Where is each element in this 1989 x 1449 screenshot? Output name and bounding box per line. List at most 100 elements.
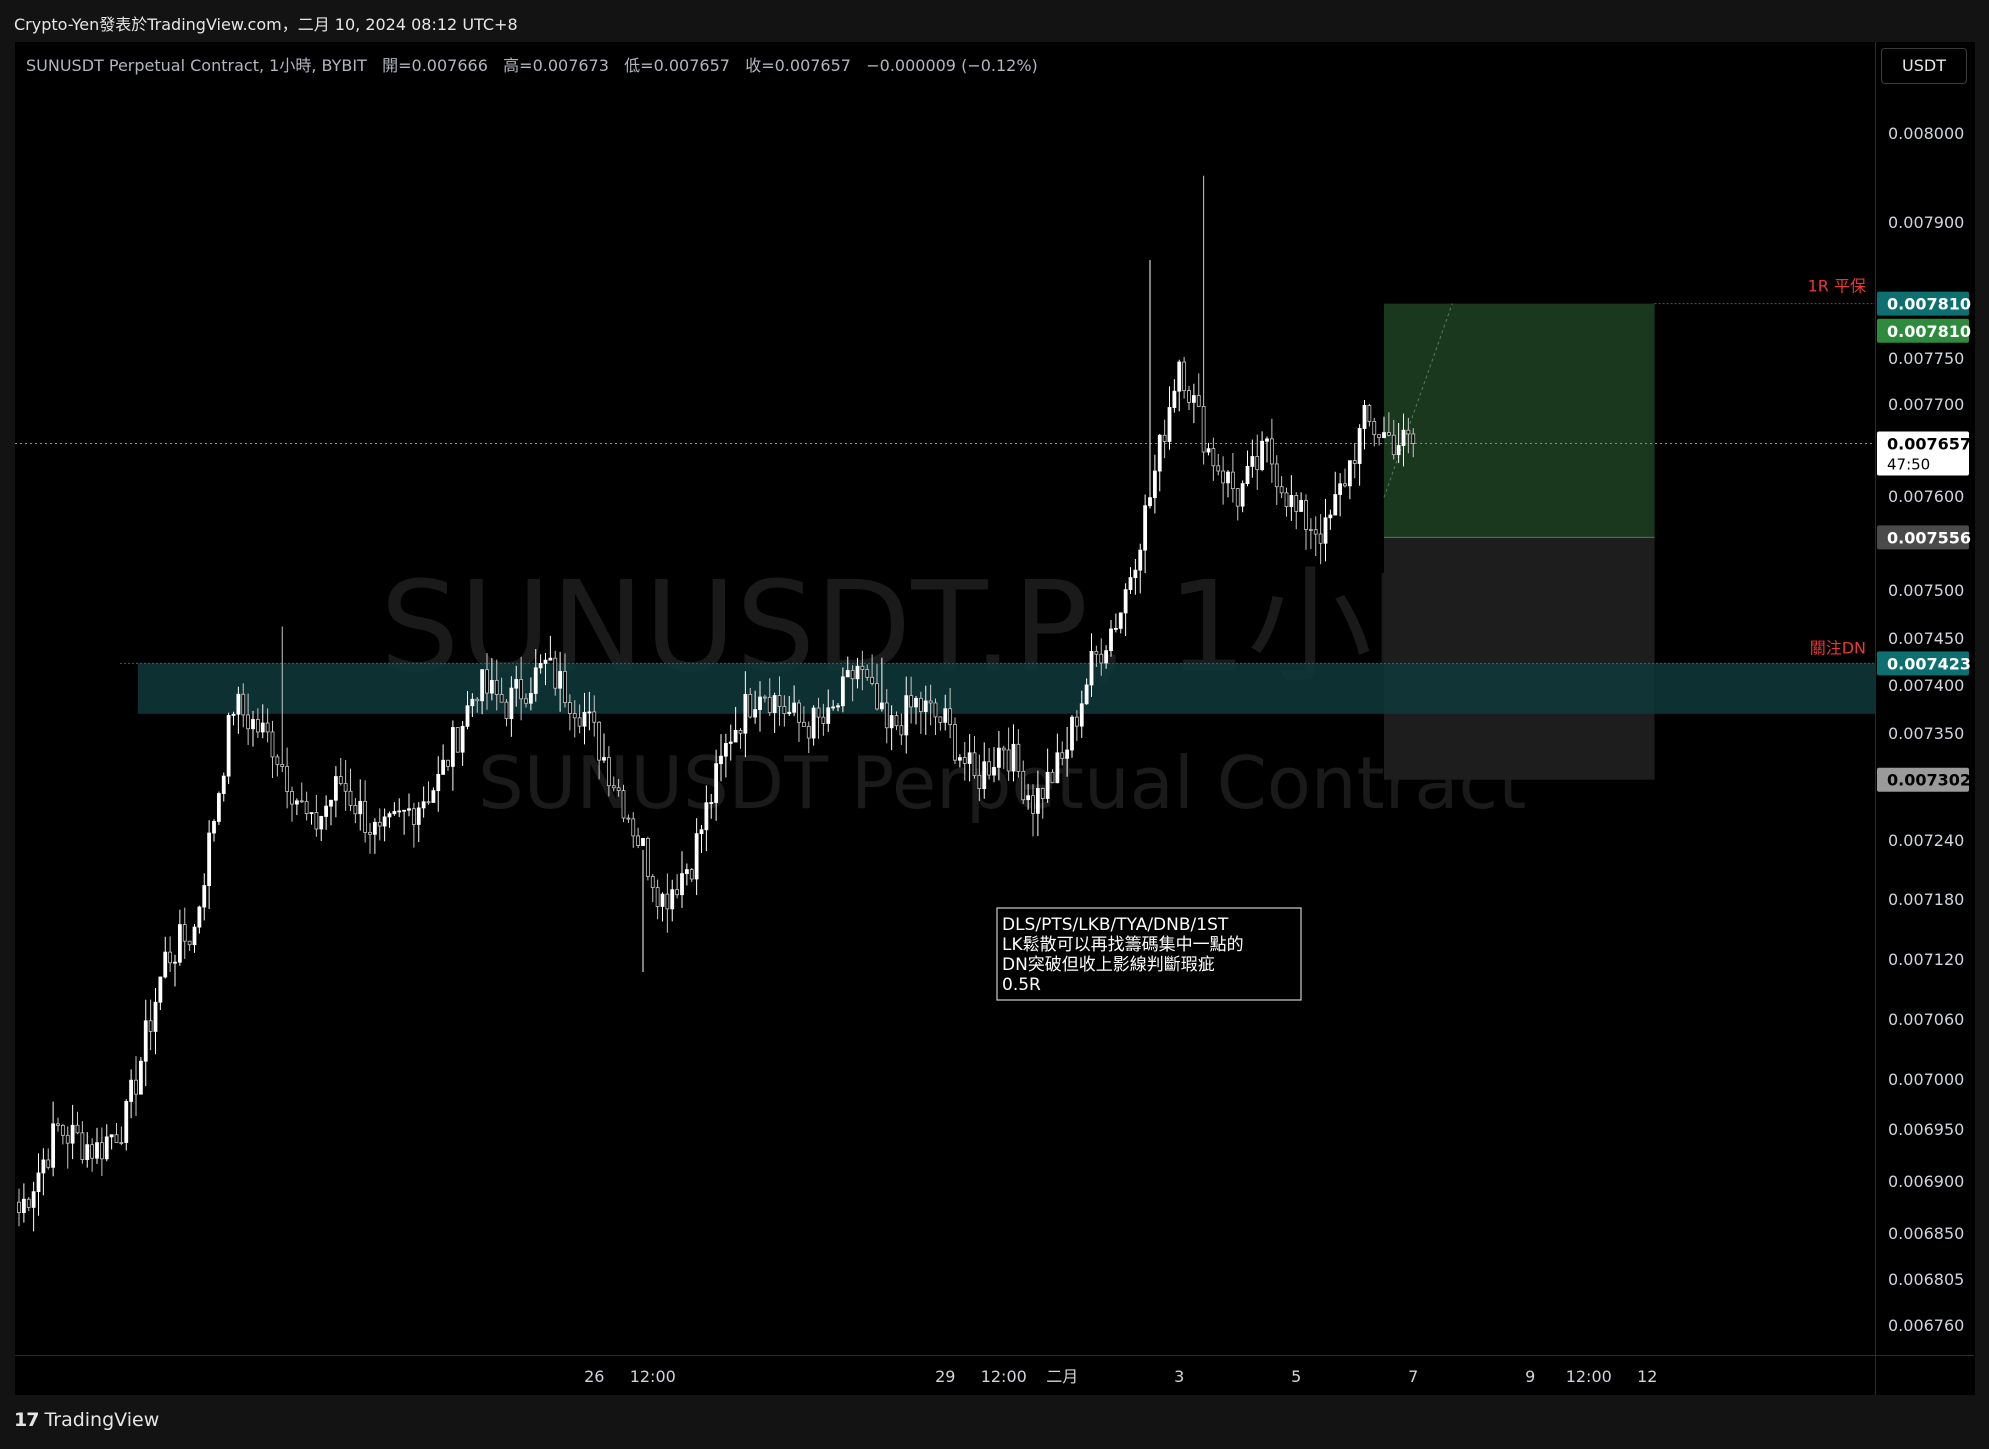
candle-body <box>840 676 845 707</box>
x-tick-label: 12:00 <box>1566 1367 1612 1386</box>
candle-body <box>450 727 455 767</box>
legend-high-label: 高= <box>503 56 533 75</box>
annotation-box[interactable] <box>996 907 1302 1001</box>
candle-body <box>207 832 212 886</box>
candle-body <box>436 774 441 792</box>
candle-body <box>538 663 543 669</box>
candle-body <box>1206 448 1211 453</box>
position-diagonal <box>1383 303 1453 498</box>
candle-body <box>1357 428 1362 464</box>
x-tick-label: 3 <box>1174 1367 1184 1386</box>
tradingview-logo[interactable]: 17 TradingView <box>14 1409 159 1431</box>
candle-body <box>489 680 494 694</box>
candle-body <box>1367 405 1372 422</box>
candle-body <box>431 790 436 803</box>
candle-body <box>1070 716 1074 751</box>
currency-button[interactable]: USDT <box>1881 48 1967 84</box>
candle-body <box>1406 429 1411 435</box>
candle-body <box>168 951 173 964</box>
candle-body <box>816 707 821 718</box>
candle-body <box>314 812 319 830</box>
candle-body <box>1065 749 1070 759</box>
legend-open: 0.007666 <box>411 56 488 75</box>
x-tick-label: 12:00 <box>630 1367 676 1386</box>
legend-high: 0.007673 <box>532 56 609 75</box>
candle-body <box>485 669 489 694</box>
price-scale[interactable] <box>1875 42 1975 1395</box>
candle-body <box>353 805 358 815</box>
candle-body <box>187 940 192 946</box>
candle-body <box>733 729 738 743</box>
candle-body <box>1279 486 1284 494</box>
y-tick-label: 0.007240 <box>1888 831 1964 850</box>
drawing-layer[interactable] <box>15 303 1875 780</box>
candle-body <box>1094 650 1099 655</box>
candle-body <box>202 885 207 908</box>
candle-body <box>1182 361 1187 391</box>
candle-body <box>777 695 782 707</box>
risk-zone[interactable] <box>1384 537 1655 780</box>
candle-body <box>836 705 840 708</box>
legend-change: −0.000009 (−0.12%) <box>866 56 1038 75</box>
candle-body <box>480 669 485 702</box>
candle-body <box>1162 434 1167 442</box>
candle-body <box>455 727 460 753</box>
candle-body <box>987 761 992 776</box>
candle-body <box>675 889 680 896</box>
candle-body <box>1191 395 1196 403</box>
candle-body <box>265 722 270 733</box>
candle-body <box>129 1079 134 1102</box>
candle-body <box>821 716 826 724</box>
candle-body <box>1391 434 1396 456</box>
candle-body <box>1294 495 1299 512</box>
y-tick-label: 0.008000 <box>1888 124 1964 143</box>
candle-body <box>1250 456 1255 467</box>
candle-body <box>368 832 372 835</box>
candle-body <box>587 711 592 714</box>
candle-body <box>1211 448 1216 467</box>
annotation-line: DN突破但收上影線判斷瑕疵 <box>1002 955 1215 975</box>
candle-body <box>1352 460 1357 464</box>
candle-body <box>748 693 753 718</box>
candle-body <box>699 829 704 835</box>
candle-body <box>1313 529 1318 535</box>
candle-body <box>465 705 470 727</box>
candle-body <box>338 776 343 784</box>
candle-body <box>1269 438 1274 465</box>
candle-body <box>1001 747 1006 751</box>
candle-body <box>26 1198 31 1208</box>
candle-body <box>563 670 567 703</box>
candle-body <box>1226 471 1230 484</box>
candle-body <box>70 1124 75 1144</box>
profit-zone[interactable] <box>1384 303 1655 538</box>
candle-body <box>407 808 411 811</box>
y-tick-label: 0.007750 <box>1888 349 1964 368</box>
candle-body <box>801 721 806 727</box>
candle-body <box>475 698 480 702</box>
candle-body <box>1289 495 1294 508</box>
candle-body <box>714 763 719 803</box>
candle-body <box>60 1125 65 1136</box>
candle-body <box>158 976 163 1003</box>
price-tags: 0.007810 0.007810 0.007657 47:50 0.007556 0.0… <box>1877 291 1971 792</box>
candle-body <box>1382 432 1386 439</box>
candle-body <box>914 697 918 708</box>
candle-body <box>797 702 801 723</box>
candle-body <box>792 702 797 713</box>
candle-body <box>138 1060 143 1095</box>
candle-body <box>967 752 972 764</box>
candle-body <box>221 775 226 794</box>
y-tick-label: 0.007900 <box>1888 213 1964 232</box>
candle-body <box>333 776 338 801</box>
candle-body <box>275 756 280 765</box>
candle-body <box>519 679 524 700</box>
watch-zone[interactable] <box>138 663 1875 714</box>
y-tick-label: 0.007400 <box>1888 676 1964 695</box>
y-tick-label: 0.007120 <box>1888 950 1964 969</box>
candle-body <box>324 805 329 817</box>
candle-body <box>280 764 285 767</box>
candle-body <box>212 821 216 834</box>
annotation-line: DLS/PTS/LKB/TYA/DNB/1ST <box>1002 915 1229 935</box>
ohlc-legend: SUNUSDT Perpetual Contract, 1小時, BYBIT 開… <box>26 52 1038 76</box>
